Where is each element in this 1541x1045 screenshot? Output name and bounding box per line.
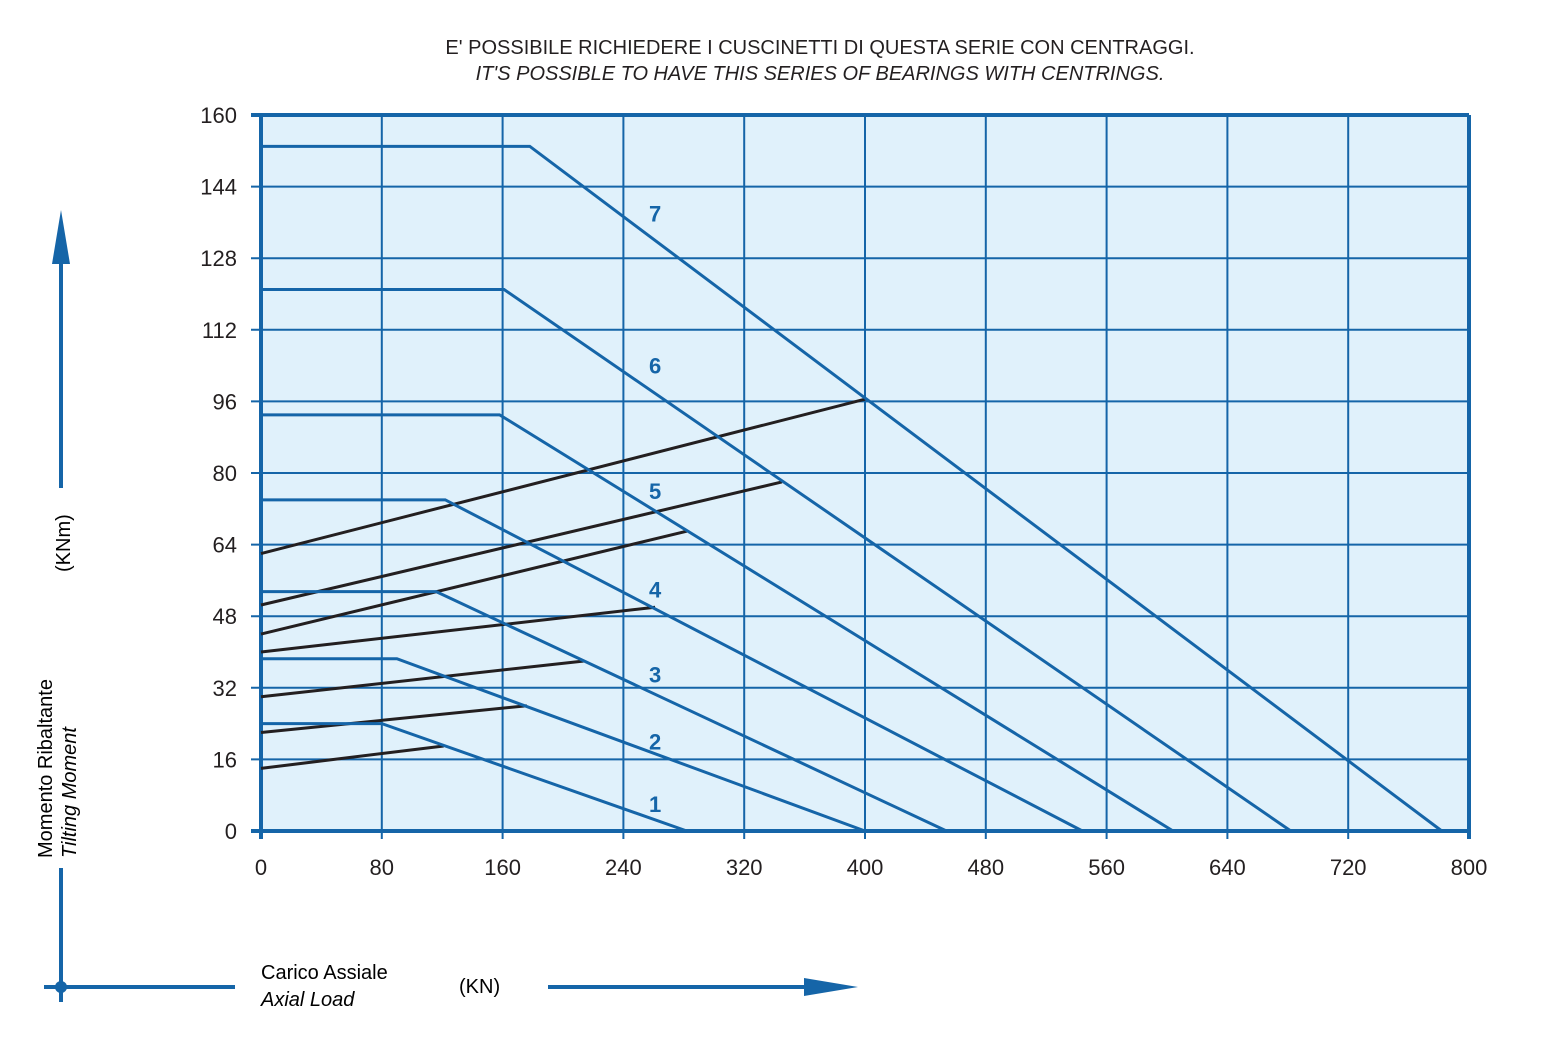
series-line-4 bbox=[261, 498, 1084, 833]
bolt-limit-line-2 bbox=[260, 704, 527, 735]
bolt-limit-line-3 bbox=[260, 659, 585, 699]
x-tick-label: 800 bbox=[1451, 855, 1488, 880]
series-label-6: 6 bbox=[649, 354, 661, 379]
y-tick-label: 32 bbox=[213, 676, 237, 701]
y-tick-label: 0 bbox=[225, 819, 237, 844]
y-axis-unit: (KNm) bbox=[53, 514, 75, 572]
bolt-limit-lines bbox=[260, 397, 866, 770]
series-line-6 bbox=[261, 288, 1292, 833]
series-line-3 bbox=[261, 590, 948, 833]
y-tick-label: 48 bbox=[213, 604, 237, 629]
grid bbox=[251, 113, 1471, 839]
series-label-1: 1 bbox=[649, 792, 661, 817]
x-tick-label: 160 bbox=[484, 855, 521, 880]
x-tick-label: 240 bbox=[605, 855, 642, 880]
bolt-limit-line-4 bbox=[260, 605, 656, 654]
y-axis-arrow bbox=[52, 210, 70, 1002]
x-axis-label: Carico Assiale bbox=[261, 962, 388, 984]
y-tick-label: 80 bbox=[213, 461, 237, 486]
y-axis-label: Momento Ribaltante bbox=[35, 679, 57, 858]
bolt-limit-line-1 bbox=[260, 744, 444, 770]
bolt-limit-line-6 bbox=[260, 480, 783, 607]
x-tick-label: 640 bbox=[1209, 855, 1246, 880]
series-line-1 bbox=[261, 722, 688, 833]
x-tick-label: 480 bbox=[967, 855, 1004, 880]
series-label-3: 3 bbox=[649, 662, 661, 687]
series-line-2 bbox=[261, 657, 866, 833]
series-line-5 bbox=[261, 413, 1174, 833]
series-label-7: 7 bbox=[649, 201, 661, 226]
series-label-4: 4 bbox=[649, 577, 662, 602]
x-tick-label: 0 bbox=[255, 855, 267, 880]
y-tick-label: 64 bbox=[213, 533, 237, 558]
bolt-limit-line-5 bbox=[260, 529, 688, 636]
x-axis-arrow bbox=[44, 978, 858, 996]
series-line-7 bbox=[261, 144, 1443, 833]
series-label-2: 2 bbox=[649, 730, 661, 755]
x-tick-label: 400 bbox=[847, 855, 884, 880]
y-tick-label: 96 bbox=[213, 389, 237, 414]
chart-title-english: IT'S POSSIBLE TO HAVE THIS SERIES OF BEA… bbox=[475, 63, 1165, 85]
x-tick-label: 720 bbox=[1330, 855, 1367, 880]
y-tick-label: 144 bbox=[200, 175, 237, 200]
tick-labels: 0 80 160 240 320 400 480 560 640 720 8000163248648… bbox=[200, 103, 1487, 880]
y-tick-label: 112 bbox=[202, 318, 237, 343]
x-tick-label: 560 bbox=[1088, 855, 1125, 880]
series-labels: 1 2 3 4 5 6 7 bbox=[649, 201, 662, 817]
y-axis-label-english: Tilting Moment bbox=[59, 726, 81, 858]
x-tick-label: 80 bbox=[370, 855, 394, 880]
series-label-5: 5 bbox=[649, 479, 661, 504]
y-tick-label: 16 bbox=[213, 747, 237, 772]
series-lines bbox=[261, 144, 1443, 833]
chart-title-italian: E' POSSIBILE RICHIEDERE I CUSCINETTI DI … bbox=[445, 37, 1195, 59]
bolt-limit-line-7 bbox=[260, 397, 866, 556]
y-tick-label: 160 bbox=[200, 103, 237, 128]
x-axis-unit: (KN) bbox=[459, 976, 500, 998]
x-axis-label-english: Axial Load bbox=[260, 989, 355, 1011]
y-tick-label: 128 bbox=[200, 246, 237, 271]
x-tick-label: 320 bbox=[726, 855, 763, 880]
